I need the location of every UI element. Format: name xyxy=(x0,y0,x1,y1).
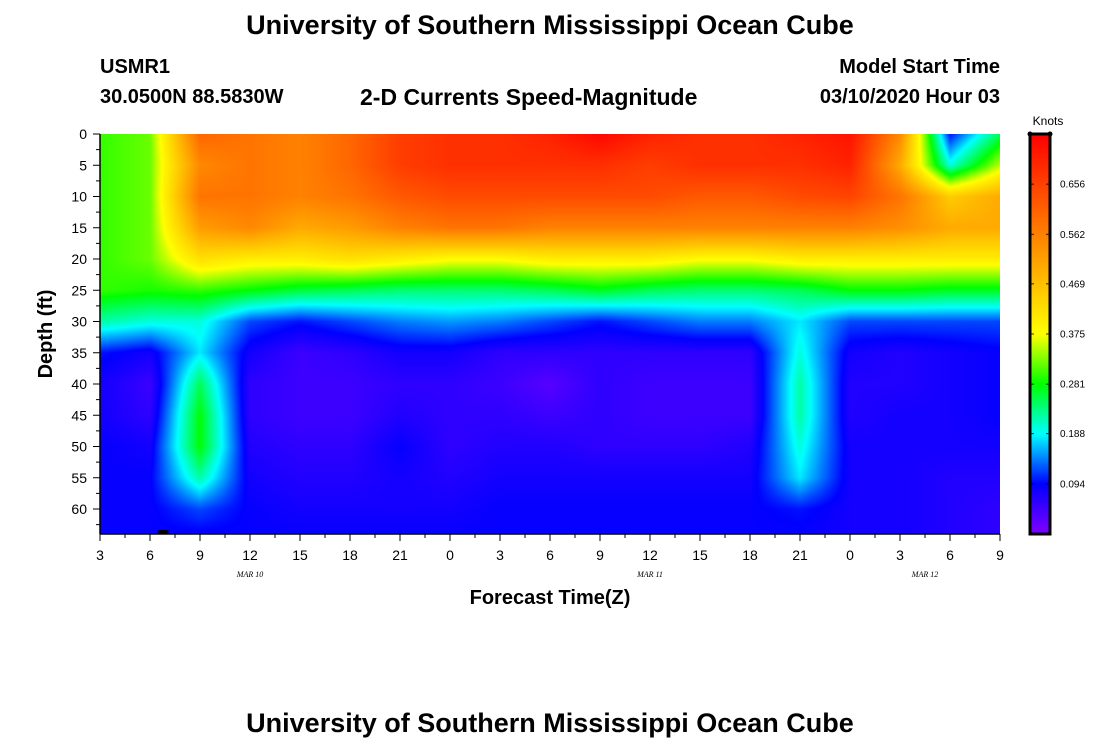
x-tick-label: 0 xyxy=(446,547,454,563)
x-tick-label: 6 xyxy=(946,547,954,563)
x-tick-label: 6 xyxy=(146,547,154,563)
colorbar-tick-label: 0.562 xyxy=(1060,230,1085,241)
colorbar-tick-label: 0.375 xyxy=(1060,330,1085,341)
colorbar-tick-label: 0.188 xyxy=(1060,429,1085,440)
x-tick-label: 15 xyxy=(692,547,708,563)
y-tick-label: 45 xyxy=(71,407,87,423)
y-tick-label: 55 xyxy=(71,470,87,486)
x-tick-label: 9 xyxy=(596,547,604,563)
x-tick-label: 3 xyxy=(496,547,504,563)
bottom-marker xyxy=(158,530,169,534)
y-tick-label: 20 xyxy=(71,251,87,267)
model-start-value: 03/10/2020 Hour 03 xyxy=(819,86,1000,108)
colorbar: Knots 0.094 0.188 0.281 0.375 0.469 0.562 0.65… xyxy=(1027,114,1085,536)
colorbar-tick-label: 0.656 xyxy=(1060,180,1085,191)
x-tick-label: 15 xyxy=(292,547,308,563)
colorbar-corner-marker xyxy=(1027,131,1033,137)
model-start-label: Model Start Time xyxy=(839,56,1000,78)
y-tick-label: 10 xyxy=(71,189,87,205)
chart-title: 2-D Currents Speed-Magnitude xyxy=(360,84,698,110)
x-axis-title: Forecast Time(Z) xyxy=(470,587,631,609)
y-axis-ticks: 0 5 10 15 20 25 30 35 40 45 50 55 60 xyxy=(71,126,100,526)
x-tick-label: 0 xyxy=(846,547,854,563)
colorbar-tick-label: 0.094 xyxy=(1060,479,1085,490)
speed-heatmap xyxy=(100,134,1000,534)
y-tick-label: 30 xyxy=(71,314,87,330)
x-tick-label: 12 xyxy=(642,547,658,563)
colorbar-corner-marker xyxy=(1047,131,1053,137)
heatmap-area xyxy=(100,134,1000,534)
x-axis-ticks: 3 6 9 12 15 18 21 0 3 6 9 12 15 18 21 0 3 6 9 xyxy=(96,534,1004,563)
main-title: University of Southern Mississippi Ocean… xyxy=(246,10,854,40)
station-coordinates: 30.0500N 88.5830W xyxy=(100,86,284,108)
x-tick-label: 18 xyxy=(342,547,358,563)
station-id: USMR1 xyxy=(100,56,171,78)
x-tick-label: 9 xyxy=(996,547,1004,563)
y-tick-label: 15 xyxy=(71,220,87,236)
x-tick-label: 3 xyxy=(96,547,104,563)
colorbar-unit: Knots xyxy=(1033,114,1064,128)
x-tick-label: 6 xyxy=(546,547,554,563)
x-tick-label: 21 xyxy=(792,547,808,563)
y-tick-label: 0 xyxy=(79,126,87,142)
x-tick-label: 21 xyxy=(392,547,408,563)
x-tick-label: 9 xyxy=(196,547,204,563)
y-tick-label: 35 xyxy=(71,345,87,361)
date-labels: MAR 10 MAR 11 MAR 12 xyxy=(236,570,938,579)
date-label: MAR 12 xyxy=(911,570,938,579)
x-tick-label: 12 xyxy=(242,547,258,563)
x-tick-label: 3 xyxy=(896,547,904,563)
x-tick-label: 18 xyxy=(742,547,758,563)
colorbar-tick-label: 0.281 xyxy=(1060,380,1085,391)
footer-title: University of Southern Mississippi Ocean… xyxy=(246,708,854,738)
colorbar-tick-label: 0.469 xyxy=(1060,279,1085,290)
y-tick-label: 40 xyxy=(71,376,87,392)
y-axis-title: Depth (ft) xyxy=(35,290,57,379)
y-tick-label: 50 xyxy=(71,439,87,455)
y-tick-label: 25 xyxy=(71,282,87,298)
y-tick-label: 5 xyxy=(79,157,87,173)
date-label: MAR 11 xyxy=(636,570,663,579)
colorbar-ticks: 0.094 0.188 0.281 0.375 0.469 0.562 0.656 xyxy=(1030,180,1085,490)
date-label: MAR 10 xyxy=(236,570,263,579)
y-tick-label: 60 xyxy=(71,501,87,517)
